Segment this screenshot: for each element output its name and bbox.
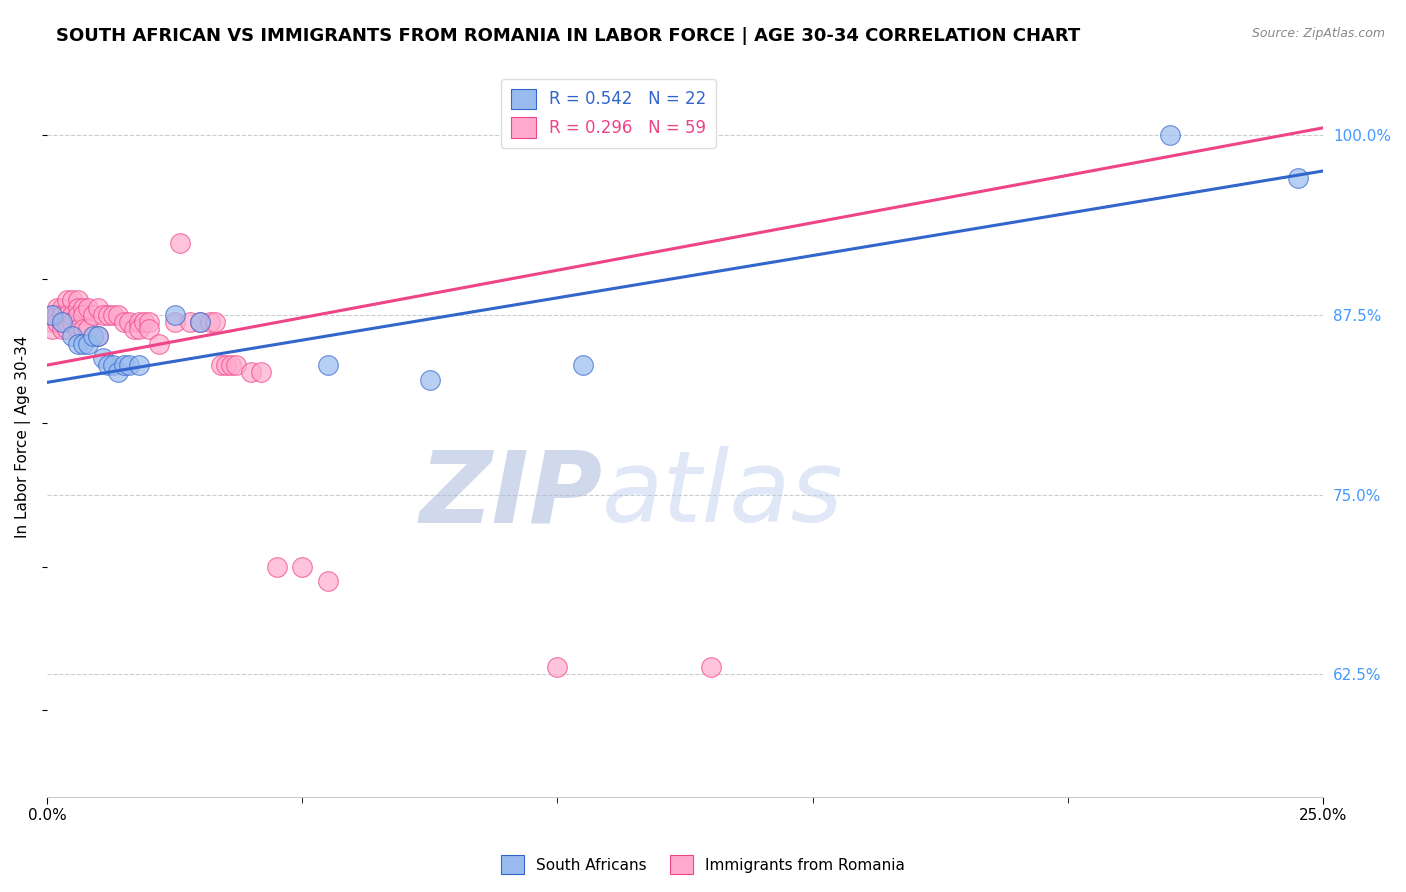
Point bbox=[97, 308, 120, 322]
Point bbox=[76, 322, 98, 336]
Text: SOUTH AFRICAN VS IMMIGRANTS FROM ROMANIA IN LABOR FORCE | AGE 30-34 CORRELATION : SOUTH AFRICAN VS IMMIGRANTS FROM ROMANIA… bbox=[56, 27, 1080, 45]
Point bbox=[87, 301, 110, 315]
Point bbox=[41, 308, 63, 322]
Point bbox=[107, 308, 129, 322]
Point bbox=[128, 358, 150, 372]
Point bbox=[82, 308, 104, 322]
Point bbox=[56, 315, 79, 329]
Point bbox=[51, 315, 73, 329]
Point bbox=[72, 322, 94, 336]
Point bbox=[66, 293, 89, 308]
Point bbox=[179, 315, 201, 329]
Point bbox=[225, 358, 247, 372]
Point bbox=[118, 358, 141, 372]
Point bbox=[266, 559, 288, 574]
Point bbox=[209, 358, 232, 372]
Point bbox=[66, 322, 89, 336]
Point bbox=[62, 315, 84, 329]
Point bbox=[46, 301, 69, 315]
Point bbox=[572, 358, 595, 372]
Point bbox=[66, 308, 89, 322]
Point bbox=[62, 308, 84, 322]
Point bbox=[72, 336, 94, 351]
Point bbox=[87, 329, 110, 343]
Point bbox=[118, 315, 141, 329]
Point bbox=[250, 365, 273, 379]
Point bbox=[128, 315, 150, 329]
Point bbox=[138, 322, 160, 336]
Point bbox=[132, 315, 155, 329]
Text: ZIP: ZIP bbox=[419, 446, 602, 543]
Point bbox=[128, 322, 150, 336]
Point bbox=[72, 301, 94, 315]
Point bbox=[204, 315, 226, 329]
Point bbox=[41, 315, 63, 329]
Point bbox=[240, 365, 263, 379]
Point bbox=[56, 322, 79, 336]
Point bbox=[51, 315, 73, 329]
Point bbox=[56, 293, 79, 308]
Point bbox=[200, 315, 222, 329]
Point bbox=[46, 315, 69, 329]
Point bbox=[91, 308, 114, 322]
Point bbox=[82, 329, 104, 343]
Point bbox=[163, 315, 186, 329]
Point bbox=[41, 322, 63, 336]
Point bbox=[62, 293, 84, 308]
Point bbox=[1159, 128, 1181, 142]
Point bbox=[87, 329, 110, 343]
Point bbox=[188, 315, 211, 329]
Point bbox=[547, 660, 569, 674]
Point bbox=[316, 574, 339, 588]
Point bbox=[188, 315, 211, 329]
Point bbox=[51, 301, 73, 315]
Point bbox=[112, 358, 135, 372]
Point bbox=[72, 308, 94, 322]
Y-axis label: In Labor Force | Age 30-34: In Labor Force | Age 30-34 bbox=[15, 335, 31, 538]
Point bbox=[214, 358, 236, 372]
Point bbox=[163, 308, 186, 322]
Legend: South Africans, Immigrants from Romania: South Africans, Immigrants from Romania bbox=[495, 849, 911, 880]
Point bbox=[76, 301, 98, 315]
Point bbox=[66, 301, 89, 315]
Point bbox=[112, 315, 135, 329]
Point bbox=[103, 308, 125, 322]
Point bbox=[699, 660, 721, 674]
Point bbox=[107, 365, 129, 379]
Point bbox=[219, 358, 242, 372]
Point bbox=[97, 358, 120, 372]
Point bbox=[41, 308, 63, 322]
Point bbox=[148, 336, 170, 351]
Point bbox=[1286, 171, 1309, 186]
Point bbox=[51, 322, 73, 336]
Point bbox=[291, 559, 314, 574]
Point bbox=[51, 308, 73, 322]
Legend: R = 0.542   N = 22, R = 0.296   N = 59: R = 0.542 N = 22, R = 0.296 N = 59 bbox=[501, 78, 716, 147]
Text: atlas: atlas bbox=[602, 446, 844, 543]
Point bbox=[56, 308, 79, 322]
Point bbox=[169, 235, 191, 250]
Point bbox=[76, 336, 98, 351]
Point bbox=[103, 358, 125, 372]
Point bbox=[122, 322, 145, 336]
Point bbox=[46, 308, 69, 322]
Point bbox=[419, 372, 441, 386]
Text: Source: ZipAtlas.com: Source: ZipAtlas.com bbox=[1251, 27, 1385, 40]
Point bbox=[62, 329, 84, 343]
Point bbox=[138, 315, 160, 329]
Point bbox=[316, 358, 339, 372]
Point bbox=[91, 351, 114, 365]
Point bbox=[66, 336, 89, 351]
